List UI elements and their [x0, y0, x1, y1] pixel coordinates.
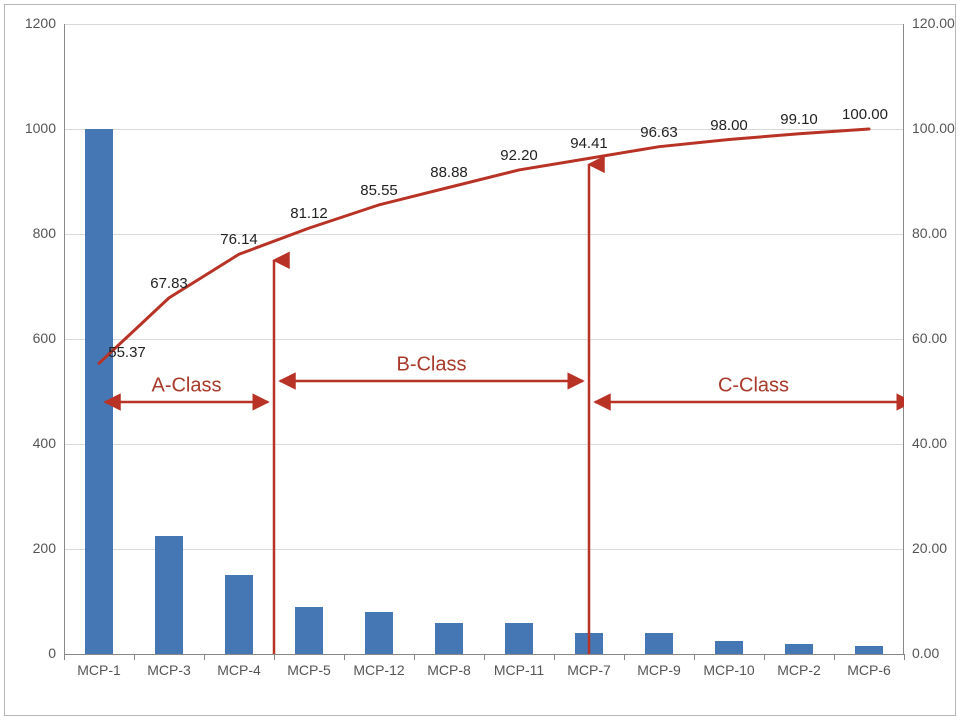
class-label: C-Class	[718, 375, 789, 398]
y-right-tick-label: 40.00	[912, 435, 947, 451]
x-tick-mark	[764, 654, 765, 660]
y-left-tick-label: 800	[33, 225, 56, 241]
x-tick-row: MCP-1 MCP-3 MCP-4 MCP-5 MCP-12 MCP-8 MCP-11 MCP…	[64, 654, 904, 694]
line-data-label: 99.10	[780, 111, 818, 128]
x-tick-mark	[834, 654, 835, 660]
bar	[295, 607, 323, 654]
class-label: B-Class	[396, 354, 466, 377]
x-category-label: MCP-6	[847, 662, 891, 678]
y-left-tick-label: 1200	[25, 15, 56, 31]
bar	[645, 633, 673, 654]
x-category-label: MCP-4	[217, 662, 261, 678]
x-category-label: MCP-12	[353, 662, 404, 678]
plot-area: 55.37 67.83 76.14 81.12 85.55 88.88 92.20 94.41…	[64, 24, 904, 654]
gridline	[64, 339, 904, 340]
x-tick-mark	[554, 654, 555, 660]
line-data-label: 92.20	[500, 147, 538, 164]
y-left-tick-label: 200	[33, 540, 56, 556]
bar	[575, 633, 603, 654]
x-category-label: MCP-7	[567, 662, 611, 678]
left-axis-line	[64, 24, 65, 654]
cumulative-line	[99, 129, 869, 363]
line-data-label: 81.12	[290, 205, 328, 222]
y-right-tick-label: 20.00	[912, 540, 947, 556]
gridline	[64, 444, 904, 445]
bar	[855, 646, 883, 654]
x-tick-mark	[64, 654, 65, 660]
y-right-tick-label: 0.00	[912, 645, 939, 661]
x-tick-mark	[624, 654, 625, 660]
y-right-tick-label: 80.00	[912, 225, 947, 241]
line-data-label: 76.14	[220, 231, 258, 248]
right-axis-line	[903, 24, 904, 654]
y-left-tick-label: 400	[33, 435, 56, 451]
bar	[785, 644, 813, 655]
x-tick-mark	[134, 654, 135, 660]
x-category-label: MCP-11	[494, 662, 544, 678]
bar	[715, 641, 743, 654]
x-category-label: MCP-1	[77, 662, 121, 678]
line-data-label: 98.00	[710, 117, 748, 134]
x-category-label: MCP-10	[703, 662, 754, 678]
x-tick-mark	[904, 654, 905, 660]
bar	[505, 623, 533, 655]
line-data-label: 85.55	[360, 182, 398, 199]
x-category-label: MCP-5	[287, 662, 331, 678]
y-right-tick-label: 60.00	[912, 330, 947, 346]
bar	[155, 536, 183, 654]
bar	[85, 129, 113, 654]
pareto-chart: 55.37 67.83 76.14 81.12 85.55 88.88 92.20 94.41…	[0, 0, 960, 720]
gridline	[64, 24, 904, 25]
bar	[435, 623, 463, 655]
y-left-tick-label: 600	[33, 330, 56, 346]
gridline	[64, 129, 904, 130]
line-data-label: 67.83	[150, 275, 188, 292]
x-tick-mark	[274, 654, 275, 660]
line-data-label: 94.41	[570, 135, 608, 152]
y-right-tick-label: 100.00	[912, 120, 955, 136]
bar	[365, 612, 393, 654]
gridline	[64, 549, 904, 550]
bar	[225, 575, 253, 654]
x-category-label: MCP-3	[147, 662, 191, 678]
x-category-label: MCP-2	[777, 662, 821, 678]
gridline	[64, 234, 904, 235]
x-tick-mark	[694, 654, 695, 660]
x-tick-mark	[344, 654, 345, 660]
line-data-label: 100.00	[842, 106, 888, 123]
line-data-label: 55.37	[108, 344, 146, 361]
x-tick-mark	[484, 654, 485, 660]
line-data-label: 96.63	[640, 124, 678, 141]
y-left-tick-label: 1000	[25, 120, 56, 136]
y-left-tick-label: 0	[48, 645, 56, 661]
class-label: A-Class	[151, 375, 221, 398]
y-right-tick-label: 120.00	[912, 15, 955, 31]
x-tick-mark	[414, 654, 415, 660]
line-data-label: 88.88	[430, 164, 468, 181]
x-tick-mark	[204, 654, 205, 660]
x-category-label: MCP-9	[637, 662, 681, 678]
x-category-label: MCP-8	[427, 662, 471, 678]
